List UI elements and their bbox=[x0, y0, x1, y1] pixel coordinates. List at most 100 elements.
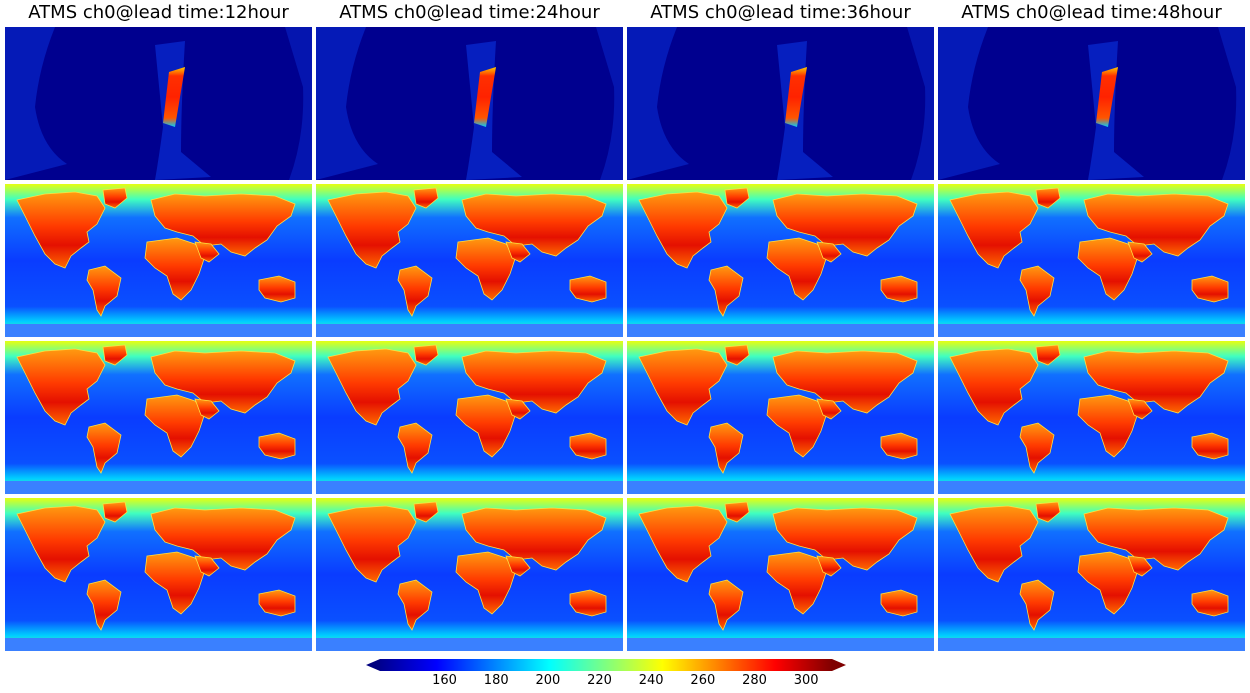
colorbar-tick-label: 240 bbox=[638, 673, 664, 688]
landmass-ar bbox=[1127, 398, 1153, 420]
colorbar-tick-label: 280 bbox=[742, 673, 767, 688]
map-panel-r2-c1 bbox=[5, 184, 312, 337]
map-panel-r1-c4 bbox=[938, 27, 1245, 180]
map-panel-r1-c3 bbox=[627, 27, 934, 180]
landmass-sa bbox=[397, 265, 433, 317]
observation-swath-strip bbox=[163, 67, 185, 127]
landmass-eu bbox=[150, 193, 296, 257]
landmass-eu bbox=[150, 350, 296, 414]
map-panel-r3-c2 bbox=[316, 341, 623, 494]
landmass-eu bbox=[772, 350, 918, 414]
landmass-gl bbox=[102, 501, 128, 523]
colorbar-gradient bbox=[380, 659, 832, 671]
landmass-af bbox=[766, 551, 828, 615]
landmass-sa bbox=[86, 265, 122, 317]
landmass-sa bbox=[86, 422, 122, 474]
landmass-eu bbox=[772, 507, 918, 571]
landmass-sa bbox=[708, 265, 744, 317]
landmass-antarctica bbox=[938, 481, 1245, 494]
swath-edge-right bbox=[907, 27, 934, 180]
landmass-gl bbox=[1035, 344, 1061, 366]
landmass-sa bbox=[708, 422, 744, 474]
map-panel-r2-c2 bbox=[316, 184, 623, 337]
landmass-na bbox=[327, 348, 417, 426]
map-panel-r4-c4 bbox=[938, 498, 1245, 651]
landmass-au bbox=[1191, 275, 1229, 303]
panel-title-12hour: ATMS ch0@lead time:12hour bbox=[28, 2, 289, 23]
landmass-eu bbox=[461, 507, 607, 571]
landmass-au bbox=[1191, 589, 1229, 617]
landmass-na bbox=[638, 191, 728, 269]
landmass-eu bbox=[772, 193, 918, 257]
landmass-antarctica bbox=[5, 638, 312, 651]
landmass-af bbox=[144, 394, 206, 458]
map-panel-r3-c3 bbox=[627, 341, 934, 494]
landmass-gl bbox=[413, 501, 439, 523]
landmass-ar bbox=[505, 398, 531, 420]
landmass-na bbox=[949, 191, 1039, 269]
landmass-antarctica bbox=[5, 481, 312, 494]
landmass-af bbox=[455, 551, 517, 615]
map-panel-r4-c2 bbox=[316, 498, 623, 651]
landmass-ar bbox=[194, 398, 220, 420]
landmass-gl bbox=[102, 187, 128, 209]
landmass-eu bbox=[461, 350, 607, 414]
colorbar-tick-label: 260 bbox=[690, 673, 716, 688]
landmass-ar bbox=[816, 555, 842, 577]
landmass-sa bbox=[1019, 579, 1055, 631]
map-panel-r2-c4 bbox=[938, 184, 1245, 337]
landmass-antarctica bbox=[938, 324, 1245, 337]
landmass-gl bbox=[1035, 501, 1061, 523]
landmass-ar bbox=[1127, 241, 1153, 263]
colorbar-tick-label: 180 bbox=[483, 673, 509, 688]
landmass-au bbox=[258, 432, 296, 460]
landmass-sa bbox=[708, 579, 744, 631]
colorbar-tick-label: 200 bbox=[535, 673, 561, 688]
landmass-na bbox=[327, 505, 417, 583]
landmass-gl bbox=[1035, 187, 1061, 209]
landmass-au bbox=[569, 432, 607, 460]
landmass-ar bbox=[1127, 555, 1153, 577]
landmass-na bbox=[638, 505, 728, 583]
landmass-au bbox=[1191, 432, 1229, 460]
landmass-af bbox=[144, 551, 206, 615]
landmass-na bbox=[327, 191, 417, 269]
swath-edge-left bbox=[5, 27, 67, 180]
landmass-af bbox=[1077, 394, 1139, 458]
landmass-eu bbox=[461, 193, 607, 257]
landmass-antarctica bbox=[316, 481, 623, 494]
landmass-af bbox=[455, 394, 517, 458]
observation-swath-strip bbox=[785, 67, 807, 127]
landmass-eu bbox=[150, 507, 296, 571]
landmass-antarctica bbox=[627, 638, 934, 651]
landmass-au bbox=[880, 432, 918, 460]
landmass-af bbox=[455, 237, 517, 301]
colorbar-extend-max bbox=[832, 659, 846, 671]
landmass-au bbox=[880, 275, 918, 303]
swath-edge-right bbox=[285, 27, 312, 180]
map-panel-r4-c1 bbox=[5, 498, 312, 651]
landmass-sa bbox=[397, 579, 433, 631]
landmass-eu bbox=[1083, 507, 1229, 571]
landmass-gl bbox=[413, 344, 439, 366]
landmass-eu bbox=[1083, 193, 1229, 257]
colorbar-extend-min bbox=[366, 659, 380, 671]
landmass-ar bbox=[816, 241, 842, 263]
observation-swath-strip bbox=[1096, 67, 1118, 127]
landmass-au bbox=[569, 589, 607, 617]
landmass-sa bbox=[397, 422, 433, 474]
map-panel-r3-c1 bbox=[5, 341, 312, 494]
landmass-au bbox=[258, 275, 296, 303]
swath-edge-right bbox=[596, 27, 623, 180]
landmass-sa bbox=[1019, 422, 1055, 474]
landmass-af bbox=[1077, 551, 1139, 615]
map-panel-r3-c4 bbox=[938, 341, 1245, 494]
observation-swath-strip bbox=[474, 67, 496, 127]
landmass-antarctica bbox=[316, 638, 623, 651]
landmass-na bbox=[949, 505, 1039, 583]
map-panel-r1-c2 bbox=[316, 27, 623, 180]
landmass-ar bbox=[194, 241, 220, 263]
landmass-na bbox=[16, 505, 106, 583]
landmass-au bbox=[880, 589, 918, 617]
swath-edge-left bbox=[316, 27, 378, 180]
